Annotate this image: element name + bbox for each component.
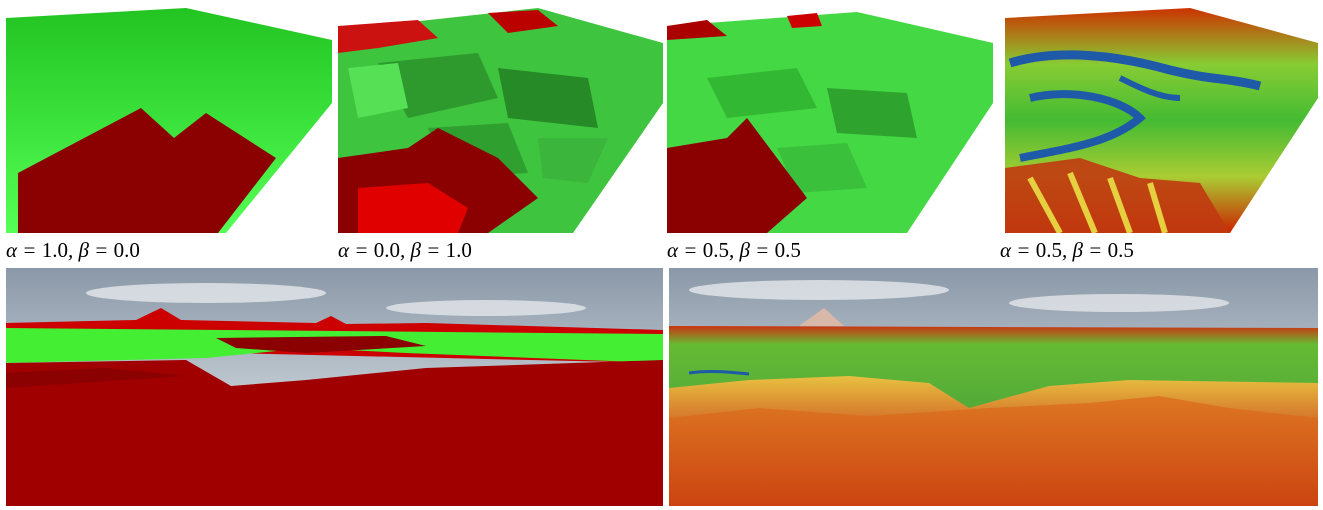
caption-panel-4: α = 0.5, β = 0.5 <box>1000 238 1134 262</box>
terrain-panel-5 <box>6 268 663 506</box>
terrain-render-1 <box>6 8 332 233</box>
beta-symbol: β <box>78 238 89 262</box>
terrain-panel-2 <box>338 8 663 233</box>
alpha-symbol: α <box>667 238 679 262</box>
caption-panel-2: α = 0.0, β = 1.0 <box>338 238 472 262</box>
caption-panel-3: α = 0.5, β = 0.5 <box>667 238 801 262</box>
beta-value: 1.0 <box>445 238 472 262</box>
terrain-panel-6 <box>669 268 1318 506</box>
alpha-value: 0.0 <box>373 238 400 262</box>
alpha-value: 0.5 <box>702 238 729 262</box>
alpha-symbol: α <box>6 238 18 262</box>
terrain-render-3 <box>667 8 993 233</box>
beta-symbol: β <box>1072 238 1083 262</box>
terrain-render-2 <box>338 8 663 233</box>
terrain-panel-3 <box>667 8 993 233</box>
alpha-value: 1.0 <box>41 238 68 262</box>
caption-panel-1: α = 1.0, β = 0.0 <box>6 238 140 262</box>
terrain-panel-1 <box>6 8 332 233</box>
beta-value: 0.5 <box>1107 238 1134 262</box>
alpha-symbol: α <box>1000 238 1012 262</box>
alpha-symbol: α <box>338 238 350 262</box>
beta-symbol: β <box>410 238 421 262</box>
beta-symbol: β <box>739 238 750 262</box>
beta-value: 0.5 <box>774 238 801 262</box>
terrain-render-5 <box>6 268 663 506</box>
alpha-value: 0.5 <box>1035 238 1062 262</box>
terrain-render-6 <box>669 268 1318 506</box>
terrain-panel-4 <box>1000 8 1318 233</box>
terrain-render-4 <box>1000 8 1318 233</box>
beta-value: 0.0 <box>113 238 140 262</box>
